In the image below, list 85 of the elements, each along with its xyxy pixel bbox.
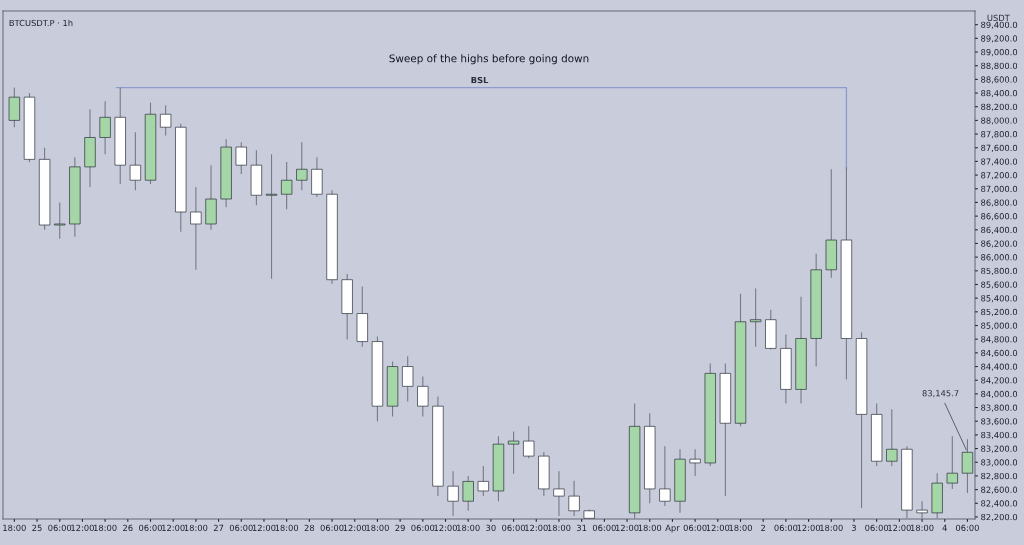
x-tick-label: 18:00 <box>547 524 571 532</box>
x-tick-label: 06:00 <box>592 524 616 532</box>
y-tick-label: 87,800.0 <box>981 131 1018 139</box>
y-tick-label: 83,000.0 <box>981 459 1018 467</box>
x-tick-label: 12:00 <box>252 524 276 532</box>
y-tick-label: 89,400.0 <box>981 21 1018 29</box>
y-tick-label: 82,200.0 <box>981 513 1018 522</box>
y-tick-label: 89,000.0 <box>981 49 1018 57</box>
y-tick-label: 85,600.0 <box>981 281 1018 289</box>
y-tick-label: 88,000.0 <box>981 117 1018 125</box>
y-tick-label: 87,400.0 <box>981 158 1018 166</box>
y-tick-label: 88,400.0 <box>981 90 1018 98</box>
x-tick-label: 18:00 <box>457 524 480 532</box>
y-tick-label: 82,400.0 <box>981 500 1018 508</box>
annotation: 83,145.7 <box>922 390 959 398</box>
y-tick-label: 88,600.0 <box>981 76 1018 84</box>
x-tick-label: 18:00 <box>184 524 208 532</box>
x-tick-label: 12:00 <box>434 524 457 532</box>
x-tick-label: 31 <box>576 524 587 532</box>
y-tick-label: 88,800.0 <box>981 62 1018 70</box>
y-tick-label: 83,800.0 <box>981 404 1018 412</box>
y-tick-label: 84,400.0 <box>981 363 1018 371</box>
x-tick-label: 18:00 <box>820 524 843 532</box>
x-tick-label: 06:00 <box>955 524 979 532</box>
x-tick-label: 18:00 <box>910 524 934 532</box>
y-tick-label: 83,600.0 <box>981 418 1018 426</box>
x-tick-label: 12:00 <box>615 524 639 532</box>
x-tick-label: 06:00 <box>229 524 253 532</box>
x-tick-label: 06:00 <box>865 524 889 532</box>
x-tick-label: 25 <box>32 524 42 532</box>
y-tick-label: 83,200.0 <box>981 445 1018 453</box>
x-tick-label: 18:00 <box>638 524 662 532</box>
y-axis-title: USDT <box>987 14 1010 22</box>
y-tick-label: 84,600.0 <box>981 349 1018 357</box>
y-tick-label: 84,000.0 <box>981 390 1018 399</box>
x-tick-label: 27 <box>213 524 224 531</box>
x-tick-label: 18:00 <box>366 524 389 532</box>
text: BTCUSDT.P · 1h <box>9 19 73 27</box>
x-tick-label: 2 <box>761 524 766 531</box>
x-tick-label: 12:00 <box>706 524 730 532</box>
y-tick-label: 82,600.0 <box>981 486 1018 494</box>
x-tick-label: 06:00 <box>411 524 435 532</box>
text: Sweep of the highs before going down <box>389 54 589 65</box>
x-tick-label: 06:00 <box>502 524 526 532</box>
x-tick-label: 06:00 <box>774 524 798 532</box>
x-tick-label: 12:00 <box>71 524 94 532</box>
x-tick-label: 06:00 <box>320 524 344 532</box>
x-tick-label: 18:00 <box>3 524 26 532</box>
y-tick-label: 85,400.0 <box>981 295 1018 303</box>
x-tick-label: 28 <box>304 524 315 532</box>
y-tick-label: 82,800.0 <box>981 472 1018 481</box>
x-tick-label: 30 <box>486 524 496 532</box>
y-tick-label: 86,600.0 <box>981 213 1018 221</box>
x-tick-label: 12:00 <box>888 524 911 532</box>
x-tick-label: 4 <box>942 524 947 531</box>
y-tick-label: 86,000.0 <box>981 254 1018 262</box>
x-tick-label: 12:00 <box>797 524 821 532</box>
x-tick-label: 06:00 <box>48 524 72 532</box>
x-tick-label: 18:00 <box>275 524 299 532</box>
x-tick-label: 29 <box>395 524 405 532</box>
x-tick-label: 18:00 <box>94 524 117 532</box>
x-tick-label: Apr <box>665 524 680 533</box>
y-tick-label: 88,200.0 <box>981 103 1018 111</box>
y-tick-label: 86,400.0 <box>981 226 1018 234</box>
x-tick-label: 18:00 <box>729 524 752 532</box>
y-tick-label: 84,800.0 <box>981 336 1018 344</box>
y-tick-label: 86,800.0 <box>981 199 1018 207</box>
y-tick-label: 85,800.0 <box>981 267 1018 275</box>
y-tick-label: 87,000.0 <box>981 185 1018 193</box>
y-tick-label: 84,200.0 <box>981 377 1018 385</box>
x-tick-label: 12:00 <box>162 524 185 532</box>
x-tick-label: 06:00 <box>139 524 162 532</box>
y-tick-label: 89,200.0 <box>981 35 1018 43</box>
x-tick-label: 12:00 <box>525 524 548 532</box>
y-tick-label: 87,600.0 <box>981 144 1018 152</box>
x-tick-label: 06:00 <box>683 524 707 532</box>
annotation: BSL <box>471 76 489 84</box>
y-tick-label: 83,400.0 <box>981 431 1018 440</box>
y-tick-label: 87,200.0 <box>981 172 1018 180</box>
x-tick-label: 26 <box>123 524 133 532</box>
x-tick-label: 12:00 <box>343 524 367 532</box>
x-tick-label: 3 <box>851 524 856 532</box>
y-tick-label: 86,200.0 <box>981 240 1018 248</box>
y-tick-label: 85,200.0 <box>981 308 1018 316</box>
y-tick-label: 85,000.0 <box>981 322 1018 330</box>
